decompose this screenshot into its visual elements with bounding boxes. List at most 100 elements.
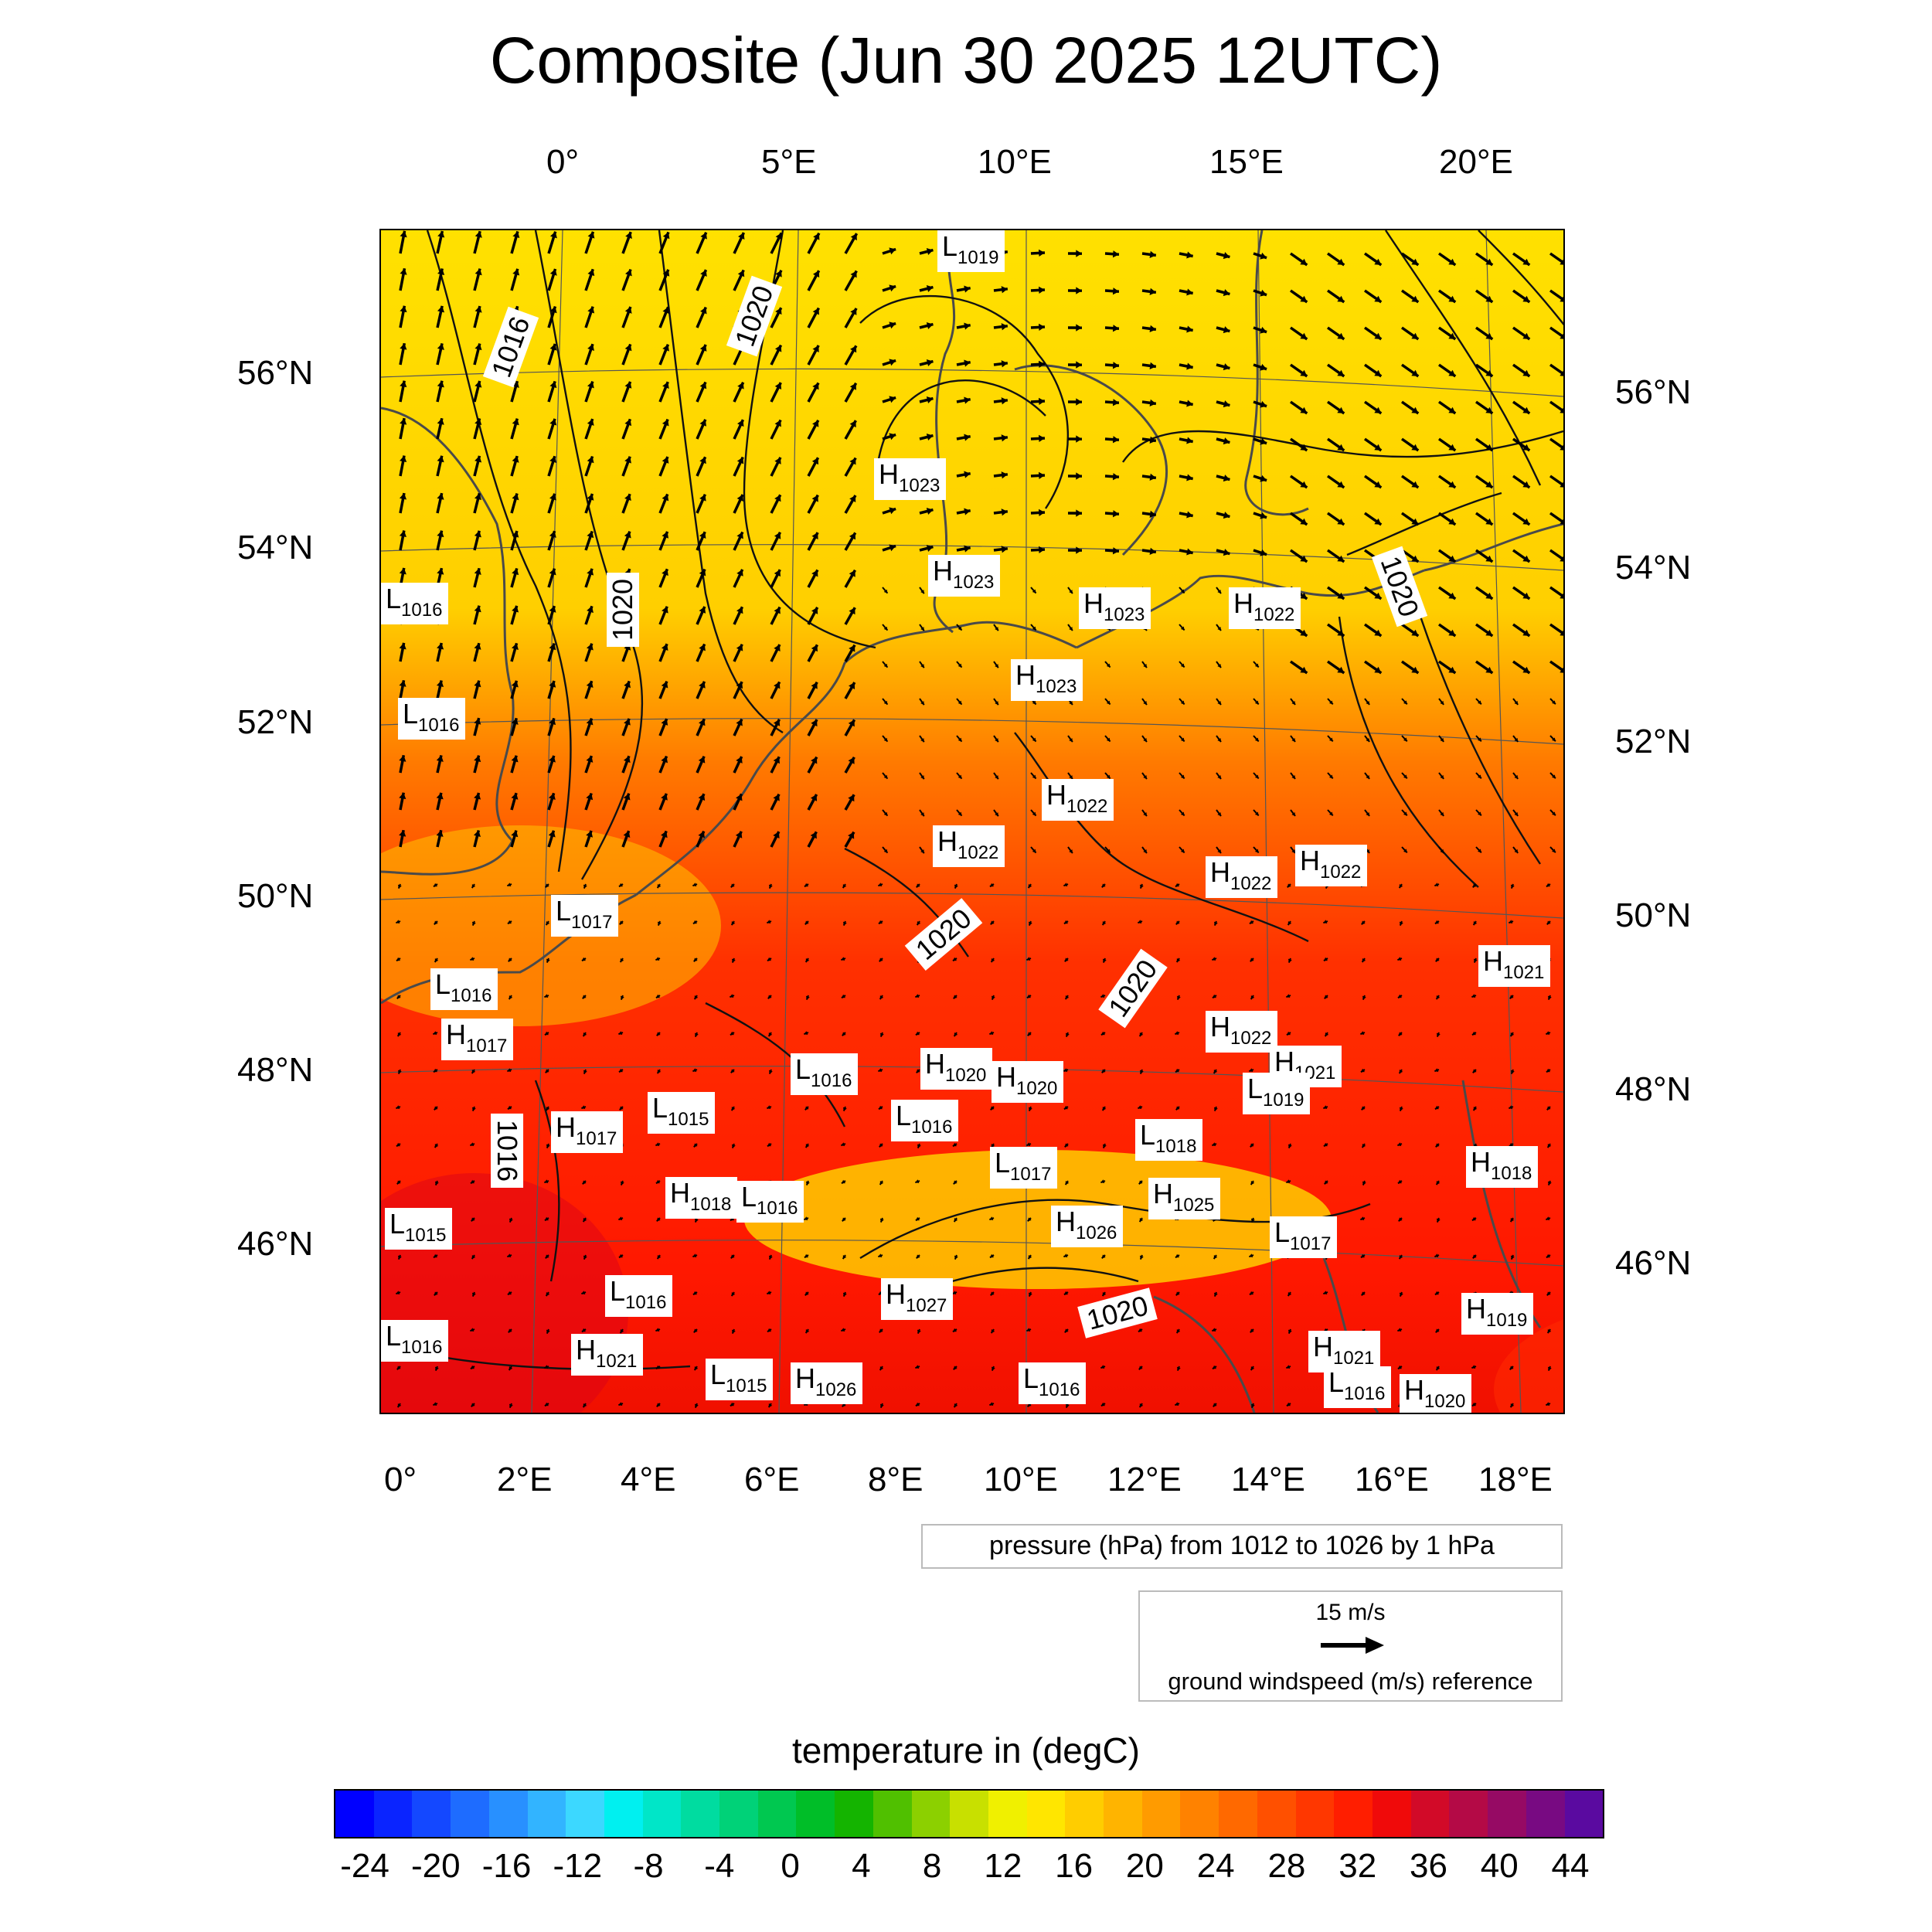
wind-arrow-head (1213, 1107, 1218, 1111)
pressure-center-label: L1016 (430, 968, 498, 1011)
wind-arrow-head (1328, 737, 1333, 742)
wind-arrow-head (1076, 546, 1082, 554)
pressure-center-label: L1015 (385, 1208, 453, 1250)
colorbar-swatch (796, 1791, 835, 1837)
wind-arrow-head (661, 756, 668, 764)
wind-arrow-head (471, 921, 476, 926)
wind-arrow-head (736, 682, 743, 689)
wind-arrow-head (1212, 994, 1216, 998)
wind-arrow (1549, 326, 1563, 339)
wind-arrow-head (1328, 811, 1333, 816)
wind-arrow-head (433, 1068, 437, 1073)
wind-arrow-head (879, 1218, 884, 1223)
wind-arrow-head (1478, 737, 1481, 742)
wind-arrow-head (587, 269, 595, 277)
colorbar-swatch (681, 1791, 720, 1837)
wind-arrow-head (620, 995, 624, 1000)
pressure-center-label: H1018 (665, 1177, 738, 1219)
wind-arrow-head (1254, 849, 1259, 853)
left-lat-label: 50°N (237, 877, 314, 915)
temperature-colorbar (334, 1789, 1604, 1838)
wind-arrow-head (545, 883, 549, 888)
wind-arrow-head (1250, 1181, 1255, 1185)
wind-arrow-head (1101, 883, 1106, 888)
wind-arrow-head (692, 920, 697, 924)
wind-arrow-head (508, 957, 512, 962)
wind-arrow-head (618, 1253, 623, 1258)
bottom-lon-label: 10°E (984, 1461, 1058, 1498)
wind-arrow-head (1472, 1254, 1477, 1259)
wind-arrow-head (1552, 811, 1556, 816)
wind-arrow-head (841, 1142, 845, 1147)
wind-arrow-head (804, 1291, 809, 1296)
wind-arrow-head (878, 920, 883, 924)
wind-arrow-head (991, 1366, 995, 1371)
pressure-center-label: L1016 (791, 1053, 859, 1096)
wind-arrow-head (849, 383, 856, 390)
wind-arrow-head (920, 590, 924, 594)
bottom-lon-label: 2°E (497, 1461, 553, 1498)
wind-arrow-head (1180, 849, 1185, 853)
wind-arrow-head (1032, 737, 1036, 742)
wind-arrow-head (1076, 398, 1082, 406)
pressure-center-label: H1022 (1229, 587, 1301, 630)
wind-arrow-head (1337, 406, 1345, 413)
wind-arrow-head (470, 1365, 474, 1369)
wind-arrow-head (512, 493, 519, 501)
wind-arrow-head (1436, 1366, 1440, 1371)
colorbar-tick-label: 40 (1480, 1847, 1519, 1885)
wind-arrow-head (1473, 958, 1478, 963)
wind-arrow-head (471, 1255, 476, 1260)
wind-arrow-head (883, 626, 888, 631)
wind-arrow-head (1217, 627, 1222, 631)
wind-arrow-head (1510, 1255, 1515, 1260)
wind-arrow-head (549, 269, 557, 276)
wind-arrow-head (730, 883, 735, 888)
wind-arrow-head (957, 811, 962, 816)
wind-arrow-head (1478, 849, 1481, 853)
wind-arrow-head (1291, 737, 1296, 742)
wind-arrow-head (805, 1329, 810, 1334)
wind-arrow-head (1138, 1328, 1142, 1332)
wind-arrow-head (1260, 549, 1267, 556)
wind-arrow-head (1374, 518, 1382, 525)
wind-arrow-head (692, 1253, 697, 1258)
wind-arrow-head (509, 995, 513, 1000)
wind-arrow-head (1186, 362, 1193, 370)
wind-arrow-head (1100, 994, 1105, 998)
wind-arrow-head (1138, 920, 1142, 924)
wind-arrow-head (656, 1032, 661, 1036)
wind-arrow-head (509, 1218, 513, 1223)
wind-arrow-head (1039, 509, 1045, 517)
wind-arrow-head (1250, 1366, 1255, 1371)
pressure-center-label: L1019 (1243, 1073, 1311, 1115)
wind-arrow-head (400, 268, 407, 275)
wind-arrow-head (1065, 1181, 1070, 1185)
wind-arrow-head (470, 957, 474, 961)
wind-arrow-head (507, 920, 512, 924)
wind-arrow-head (1249, 1291, 1253, 1295)
wind-arrow-head (1522, 555, 1530, 562)
map-panel: 1016 1020 1020 1020 1020 1020 1016 1020 … (379, 229, 1565, 1414)
wind-arrow-head (694, 1218, 699, 1223)
wind-arrow-head (471, 1403, 475, 1407)
wind-arrow-head (624, 456, 631, 464)
wind-arrow-head (842, 1032, 846, 1036)
wind-arrow-head (1032, 589, 1036, 594)
wind-arrow-head (474, 231, 482, 238)
wind-arrow-head (920, 775, 924, 780)
wind-arrow-head (768, 1032, 773, 1037)
wind-arrow-head (926, 359, 934, 366)
wind-arrow-head (396, 995, 401, 999)
wind-arrow-head (1039, 471, 1045, 480)
wind-arrow-head (1560, 259, 1563, 265)
wind-arrow-head (1001, 286, 1008, 294)
pressure-center-label: H1022 (933, 825, 1005, 868)
wind-arrow-head (954, 884, 958, 889)
bottom-lon-label: 4°E (621, 1461, 676, 1498)
wind-arrow-head (1300, 406, 1308, 413)
wind-arrow-head (736, 794, 743, 801)
wind-arrow-head (889, 396, 896, 403)
wind-arrow-head (699, 606, 706, 614)
wind-arrow-head (662, 606, 668, 614)
